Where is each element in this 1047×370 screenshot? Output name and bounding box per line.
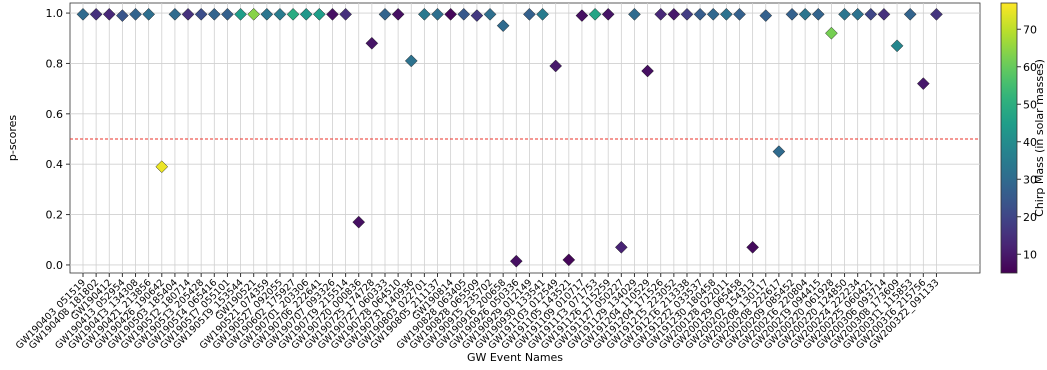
marker xyxy=(286,7,300,21)
marker xyxy=(168,7,182,21)
marker xyxy=(680,7,694,21)
plot-area xyxy=(69,2,981,274)
colorbar-tick-label: 60 xyxy=(1023,61,1037,74)
marker xyxy=(759,9,773,22)
y-tick-label: 0.4 xyxy=(46,158,64,171)
marker xyxy=(523,7,536,21)
marker xyxy=(260,7,274,21)
marker xyxy=(89,7,103,21)
marker xyxy=(312,7,326,21)
colorbar-label: Chirp Mass (in solar masses) xyxy=(1033,59,1046,217)
y-tick-label: 1.0 xyxy=(46,7,64,20)
marker xyxy=(536,7,549,21)
marker xyxy=(483,7,497,21)
y-tick-label: 0.0 xyxy=(46,259,64,272)
x-axis-label: GW Event Names xyxy=(467,351,563,364)
marker xyxy=(221,7,234,21)
marker xyxy=(798,7,812,21)
y-tick-label: 0.6 xyxy=(46,108,64,121)
marker xyxy=(352,215,366,229)
marker xyxy=(181,7,195,21)
marker xyxy=(378,7,392,21)
colorbar-tick-label: 30 xyxy=(1023,173,1037,186)
marker xyxy=(890,39,904,53)
y-tick-label: 0.2 xyxy=(46,209,64,222)
marker xyxy=(641,64,654,78)
marker xyxy=(273,7,287,21)
marker xyxy=(772,145,786,158)
colorbar-tick-label: 10 xyxy=(1023,248,1037,261)
marker xyxy=(247,7,261,21)
marker xyxy=(746,240,759,254)
colorbar-tick-label: 50 xyxy=(1023,98,1037,111)
y-axis-label: p-scores xyxy=(6,115,19,162)
marker xyxy=(825,26,838,40)
marker xyxy=(102,7,116,21)
marker xyxy=(562,253,576,267)
marker xyxy=(391,7,405,21)
marker xyxy=(299,7,313,21)
marker xyxy=(575,9,589,22)
marker xyxy=(601,7,615,21)
marker xyxy=(549,59,563,73)
marker xyxy=(628,7,641,21)
y-tick-label: 0.8 xyxy=(46,57,64,70)
marker xyxy=(234,7,247,21)
marker xyxy=(706,7,720,21)
marker xyxy=(851,7,865,21)
marker xyxy=(339,7,352,21)
marker xyxy=(509,254,523,268)
marker xyxy=(916,77,930,90)
marker xyxy=(207,7,221,21)
marker xyxy=(418,7,431,21)
colorbar-tick-label: 20 xyxy=(1023,211,1037,224)
marker xyxy=(457,7,471,21)
marker xyxy=(431,7,444,21)
marker xyxy=(930,7,943,21)
marker xyxy=(693,7,707,21)
marker xyxy=(326,7,339,21)
marker xyxy=(785,7,799,21)
marker xyxy=(838,7,851,21)
marker xyxy=(470,9,484,22)
marker xyxy=(903,7,917,21)
marker xyxy=(129,7,142,21)
marker xyxy=(444,7,457,21)
marker xyxy=(614,240,628,254)
marker xyxy=(404,54,418,68)
colorbar-tick-label: 70 xyxy=(1023,23,1037,36)
marker xyxy=(720,7,733,21)
marker xyxy=(811,7,825,21)
marker xyxy=(864,7,878,21)
marker xyxy=(496,19,510,33)
marker xyxy=(116,9,129,22)
marker xyxy=(654,7,668,21)
marker xyxy=(365,36,379,50)
marker xyxy=(877,7,891,21)
marker xyxy=(194,7,208,21)
marker xyxy=(142,7,156,21)
marker xyxy=(733,7,746,21)
colorbar-tick-label: 40 xyxy=(1023,136,1037,149)
marker xyxy=(667,7,681,21)
marker xyxy=(155,160,169,174)
colorbar xyxy=(1000,2,1018,274)
marker xyxy=(76,7,90,21)
marker xyxy=(588,7,602,21)
